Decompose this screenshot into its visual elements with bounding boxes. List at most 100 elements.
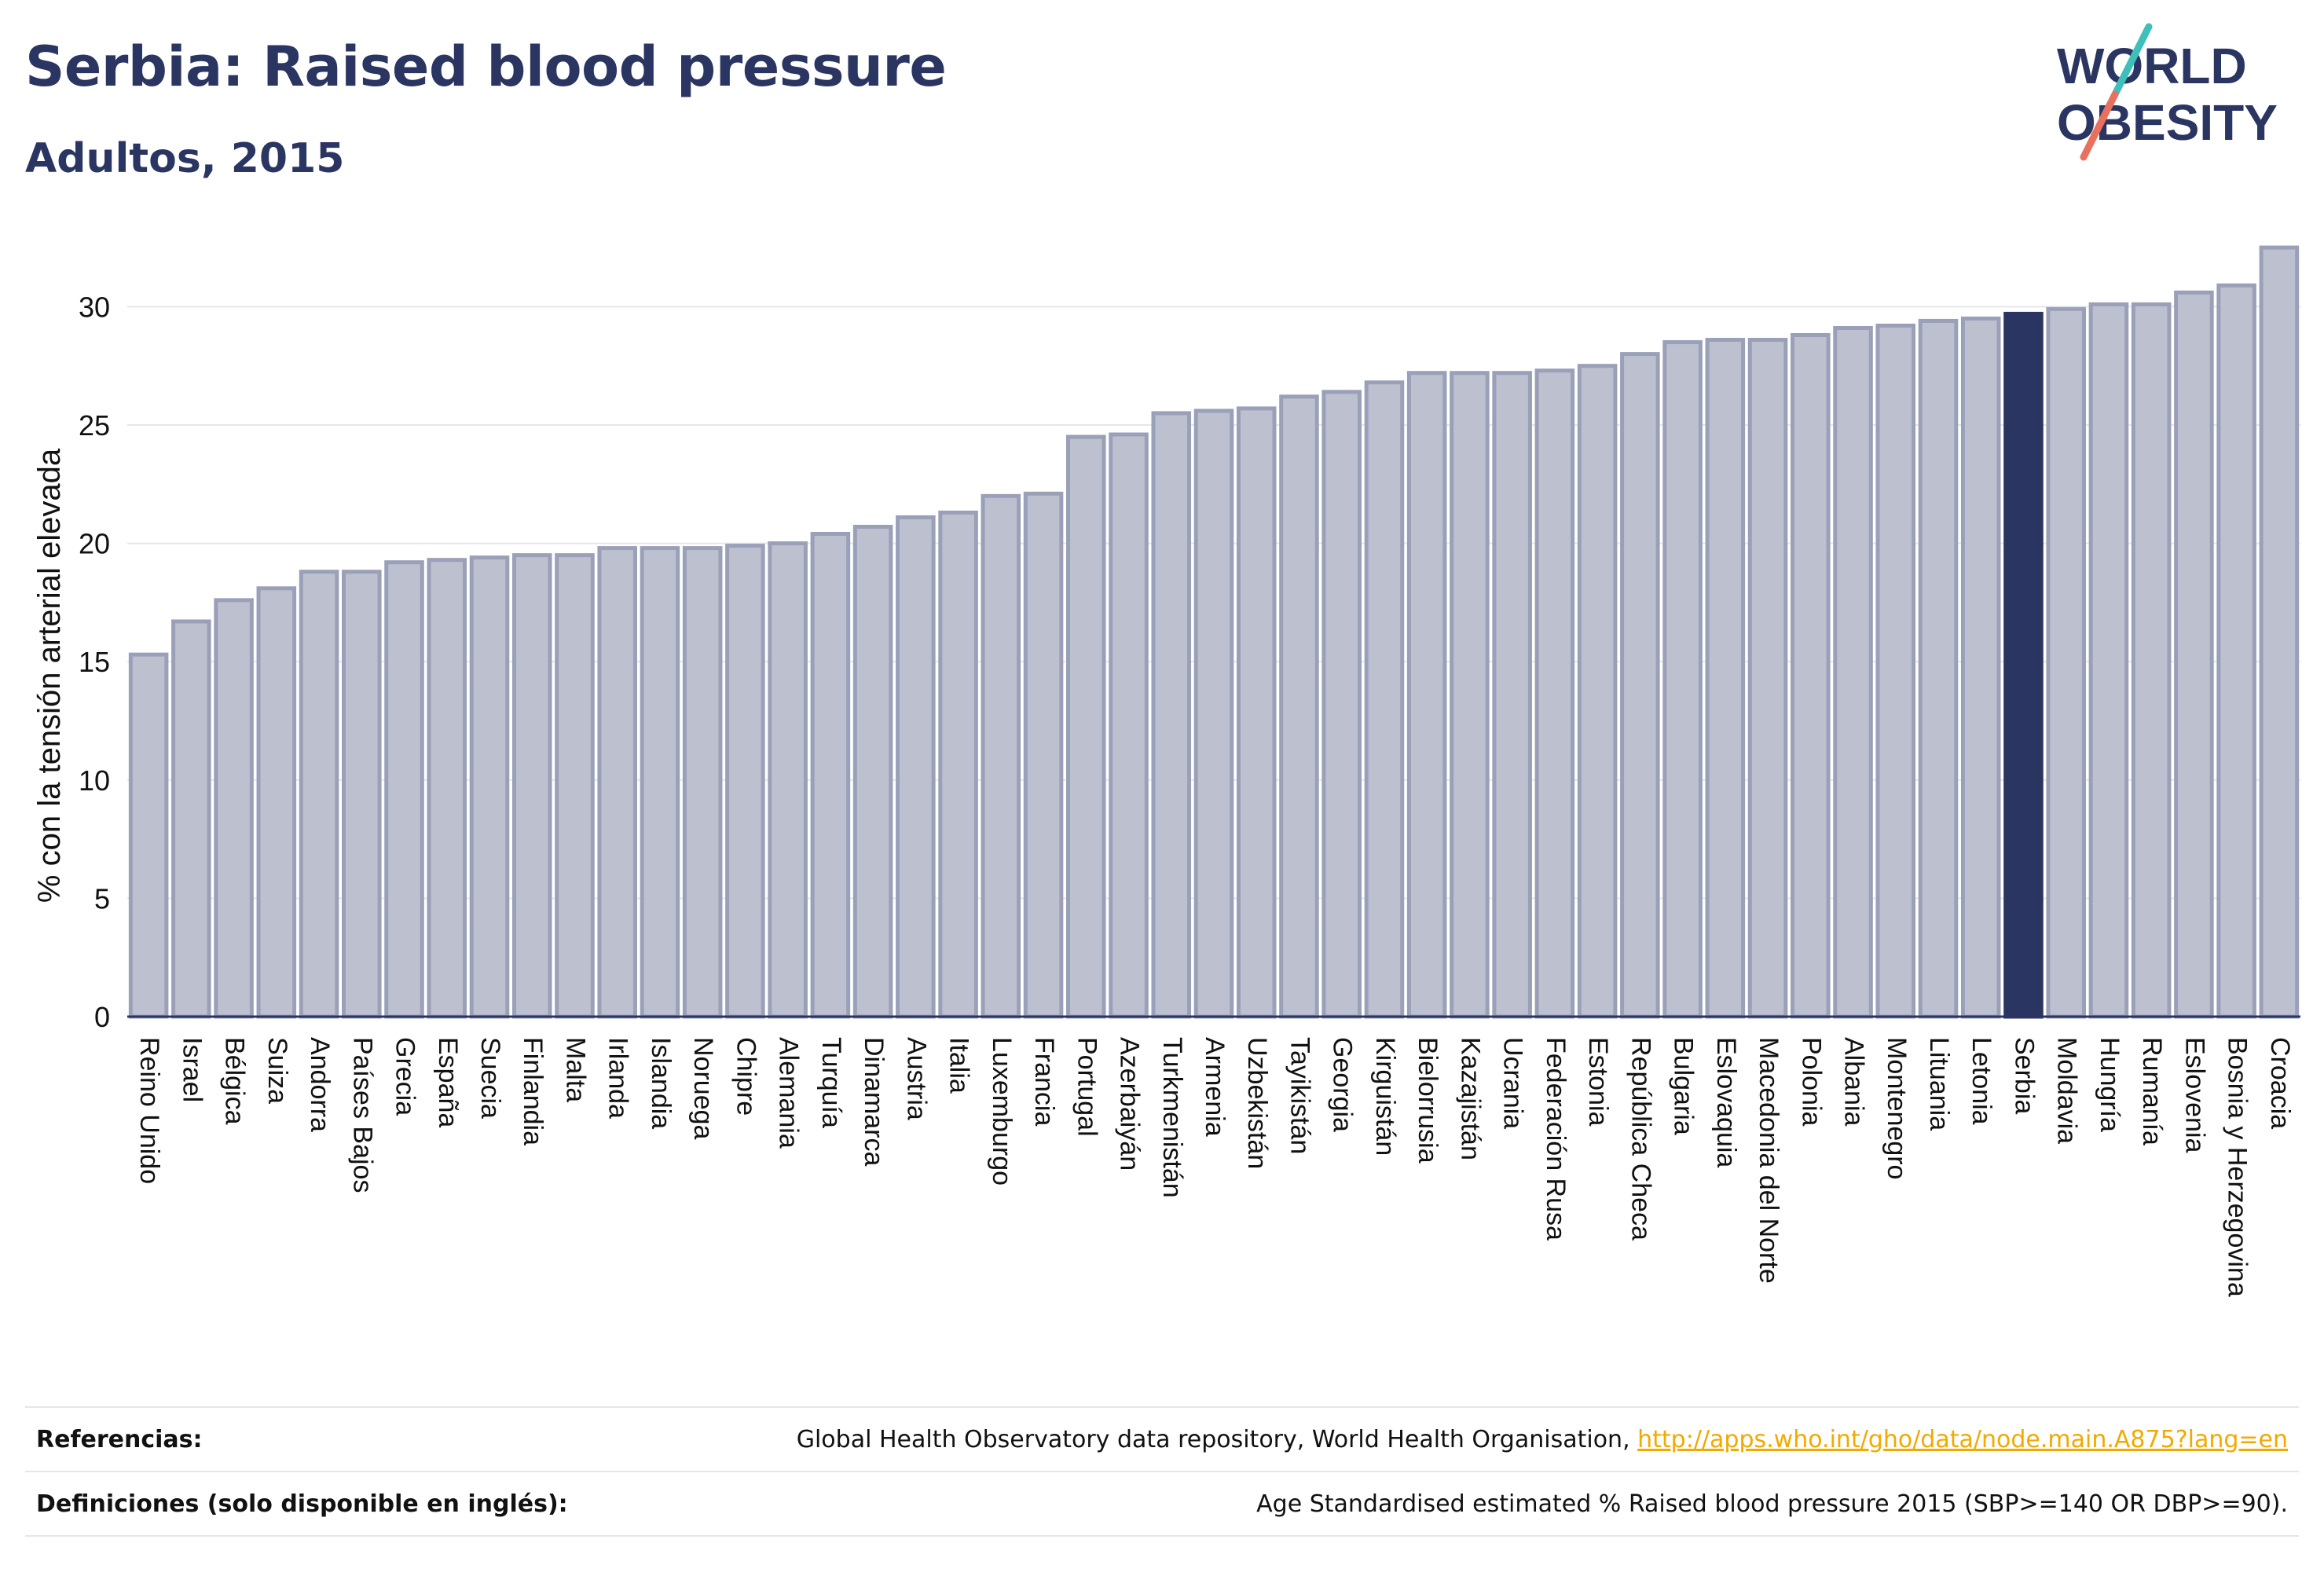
bar-turkmenistán xyxy=(1151,411,1192,1019)
y-axis-label: % con la tensión arterial elevada xyxy=(32,448,67,903)
x-tick-label: Países Bajos xyxy=(347,1037,377,1193)
bar-kazajistán xyxy=(1450,371,1490,1019)
x-tick-label: Andorra xyxy=(305,1037,335,1132)
y-tick-label: 5 xyxy=(94,882,110,914)
bar-montenegro xyxy=(1875,323,1916,1019)
bar-turquía xyxy=(810,532,851,1019)
definitions-row: Definiciones (solo disponible en inglés)… xyxy=(25,1471,2299,1537)
bar-bosnia-y-herzegovina xyxy=(2216,283,2256,1019)
x-tick-label: República Checa xyxy=(1626,1037,1655,1241)
y-tick-label: 10 xyxy=(79,764,110,797)
x-tick-label: Croacia xyxy=(2265,1037,2295,1129)
bar-suecia xyxy=(469,555,510,1019)
x-tick-label: Kirguistán xyxy=(1370,1037,1400,1156)
bar-albania xyxy=(1833,325,1873,1019)
x-tick-label: Uzbekistán xyxy=(1242,1037,1272,1169)
chart-title: Serbia: Raised blood pressure xyxy=(25,35,947,99)
x-tick-label: Federación Rusa xyxy=(1541,1037,1571,1241)
axes: 0 5 10 15 20 25 30 Reino Unido Israel Bélgica Suiz… xyxy=(79,291,2300,1297)
x-tick-label: Azerbaiyán xyxy=(1115,1037,1145,1171)
bar-noruega xyxy=(682,546,723,1019)
x-tick-label: Islandia xyxy=(646,1037,676,1129)
bar-bélgica xyxy=(214,598,254,1019)
x-tick-label: Rumanía xyxy=(2137,1037,2167,1145)
definitions-text: Age Standardised estimated % Raised bloo… xyxy=(1256,1490,2288,1518)
x-tick-label: Serbia xyxy=(2009,1037,2039,1114)
bar-islandia xyxy=(640,546,680,1019)
bar-tayikistán xyxy=(1279,394,1319,1019)
references-link[interactable]: http://apps.who.int/gho/data/node.main.A… xyxy=(1637,1425,2288,1453)
x-tick-label: Francia xyxy=(1029,1037,1059,1126)
x-tick-label: Eslovaquia xyxy=(1711,1037,1741,1167)
x-tick-label: Montenegro xyxy=(1882,1037,1912,1179)
bar-uzbekistán xyxy=(1236,406,1277,1019)
x-tick-label: Bosnia y Herzegovina xyxy=(2223,1037,2253,1297)
x-tick-label: Estonia xyxy=(1583,1037,1613,1126)
x-tick-label: Portugal xyxy=(1072,1037,1102,1137)
bar-macedonia-del-norte xyxy=(1747,338,1788,1019)
bar-república-checa xyxy=(1620,352,1660,1019)
y-tick-label: 30 xyxy=(79,291,110,323)
definitions-label: Definiciones (solo disponible en inglés)… xyxy=(36,1490,568,1518)
references-source: Global Health Observatory data repositor… xyxy=(796,1425,1638,1453)
x-tick-label: Malta xyxy=(560,1037,590,1102)
x-tick-label: Chipre xyxy=(731,1037,761,1116)
x-tick-label: Bulgaria xyxy=(1669,1037,1699,1135)
y-tick-label: 25 xyxy=(79,409,110,442)
x-tick-label: Bielorrusia xyxy=(1413,1037,1442,1164)
bar-chart: 0 5 10 15 20 25 30 Reino Unido Israel Bélgica Suiz… xyxy=(32,245,2300,1297)
x-tick-label: Grecia xyxy=(390,1037,420,1116)
bar-croacia xyxy=(2259,245,2300,1019)
bar-austria xyxy=(896,515,936,1019)
x-tick-label: Letonia xyxy=(1967,1037,1996,1125)
bar-finlandia xyxy=(511,553,552,1019)
y-tick-label: 20 xyxy=(79,528,110,560)
bar-italia xyxy=(938,510,978,1019)
x-tick-label: Turkmenistán xyxy=(1157,1037,1187,1198)
bar-andorra xyxy=(299,570,339,1019)
x-tick-label: Austria xyxy=(901,1037,931,1120)
x-tick-label: Macedonia del Norte xyxy=(1754,1037,1783,1284)
bar-chipre xyxy=(725,544,765,1019)
x-tick-label: Israel xyxy=(177,1037,207,1102)
world-obesity-logo: WORLD OBESITY xyxy=(2057,23,2278,161)
x-tick-label: Luxemburgo xyxy=(987,1037,1017,1186)
x-tick-label: Georgia xyxy=(1328,1037,1358,1132)
bar-reino-unido xyxy=(128,652,169,1019)
x-tick-label: Alemania xyxy=(774,1037,804,1149)
x-tick-label: Turquía xyxy=(816,1037,846,1128)
x-tick-label: Kazajistán xyxy=(1455,1037,1485,1160)
bar-bielorrusia xyxy=(1406,371,1447,1019)
references-label: Referencias: xyxy=(36,1425,203,1453)
bar-portugal xyxy=(1066,434,1106,1019)
x-tick-label: Tayikistán xyxy=(1285,1037,1314,1154)
y-tick-label: 0 xyxy=(94,1001,110,1033)
bar-lituania xyxy=(1918,318,1959,1019)
logo-world-text: WORLD xyxy=(2057,38,2247,94)
x-tick-label: Dinamarca xyxy=(859,1037,889,1166)
bar-serbia xyxy=(2003,311,2044,1019)
x-tick-label: Hungría xyxy=(2095,1037,2124,1132)
x-tick-label: Polonia xyxy=(1796,1037,1826,1127)
bar-eslovenia xyxy=(2174,290,2214,1019)
x-tick-label: Suecia xyxy=(475,1037,505,1119)
bar-ucrania xyxy=(1492,371,1532,1019)
bar-francia xyxy=(1023,491,1064,1019)
logo-slash-teal xyxy=(2111,23,2153,98)
bar-georgia xyxy=(1321,390,1362,1019)
x-tick-label: Armenia xyxy=(1200,1037,1230,1137)
bar-hungría xyxy=(2088,302,2129,1019)
references-row: Referencias: Global Health Observatory d… xyxy=(25,1406,2299,1471)
bar-moldavia xyxy=(2046,306,2086,1019)
x-tick-label: España xyxy=(433,1037,463,1127)
bar-grecia xyxy=(384,560,424,1019)
x-tick-label: Lituania xyxy=(1924,1037,1954,1131)
bars xyxy=(128,245,2300,1019)
bar-españa xyxy=(427,558,467,1019)
bar-eslovaquia xyxy=(1705,338,1746,1019)
bar-federación-rusa xyxy=(1534,368,1575,1019)
bar-letonia xyxy=(1960,316,2001,1019)
bar-dinamarca xyxy=(852,524,893,1019)
bar-azerbaiyán xyxy=(1109,432,1149,1019)
x-tick-label: Bélgica xyxy=(220,1037,250,1125)
